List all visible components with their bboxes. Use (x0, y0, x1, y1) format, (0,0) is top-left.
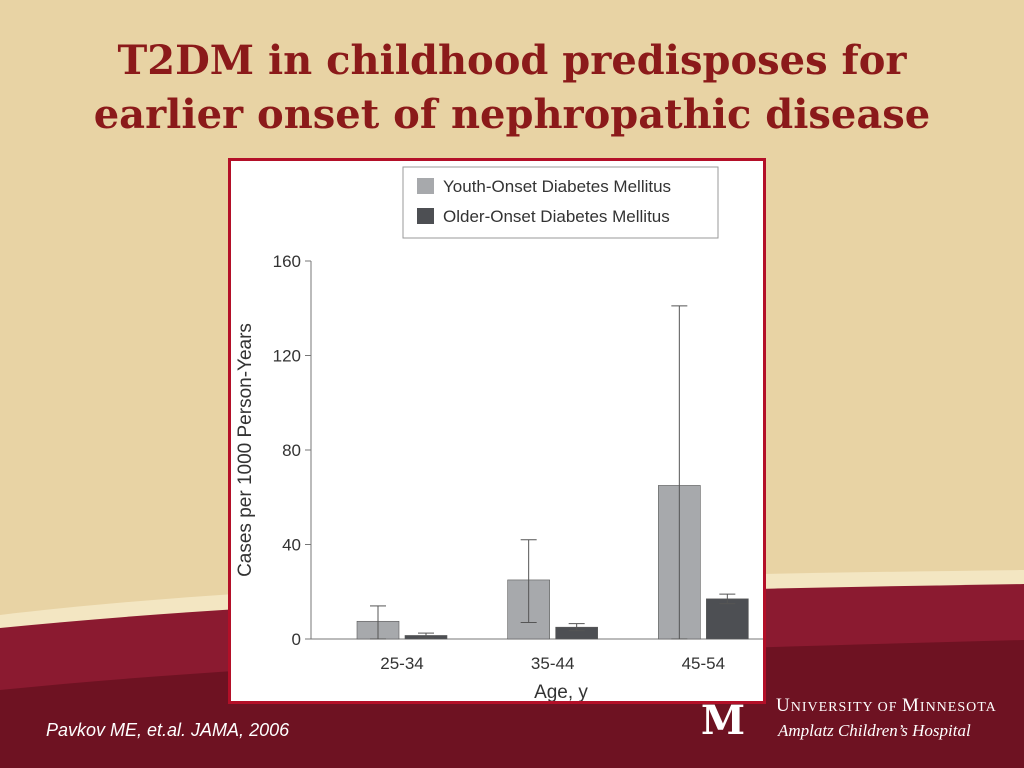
university-m-logo: M (701, 702, 745, 738)
university-name-part-2: INNESOTA (919, 700, 997, 715)
logo-letter: M (701, 702, 745, 738)
y-tick-label: 120 (273, 347, 301, 366)
legend-swatch-1 (417, 178, 434, 194)
x-tick-label: 25-34 (380, 654, 423, 673)
university-name-initial-2: M (902, 695, 920, 716)
legend-swatch-2 (417, 208, 434, 224)
legend-box (402, 166, 719, 239)
slide-title: T2DM in childhood predisposes for earlie… (0, 34, 1024, 142)
y-tick-label: 0 (292, 630, 301, 649)
legend-label-1: Youth-Onset Diabetes Mellitus (443, 177, 671, 196)
university-name-part: NIVERSITY OF (790, 700, 902, 715)
y-tick-label: 40 (282, 536, 301, 555)
hospital-name: Amplatz Children’s Hospital (778, 721, 971, 740)
university-name: UNIVERSITY OF MINNESOTA (776, 695, 997, 717)
slide-title-line-1: T2DM in childhood predisposes for (117, 37, 907, 84)
x-axis-title: Age, y (534, 682, 588, 701)
legend-label-2: Older-Onset Diabetes Mellitus (443, 207, 670, 226)
y-axis-title: Cases per 1000 Person-Years (235, 323, 256, 577)
citation: Pavkov ME, et.al. JAMA, 2006 (46, 720, 290, 740)
x-tick-label: 45-54 (682, 654, 725, 673)
bar-2-45-54 (706, 598, 749, 640)
chart-frame: Youth-Onset Diabetes Mellitus Older-Onset… (228, 158, 766, 704)
slide-title-line-2: earlier onset of nephropathic disease (93, 91, 931, 138)
y-tick-label: 80 (282, 441, 301, 460)
x-tick-label: 35-44 (531, 654, 574, 673)
university-name-initial: U (776, 695, 791, 716)
y-tick-label: 160 (273, 252, 301, 271)
bar-chart: Youth-Onset Diabetes Mellitus Older-Onset… (235, 166, 763, 701)
